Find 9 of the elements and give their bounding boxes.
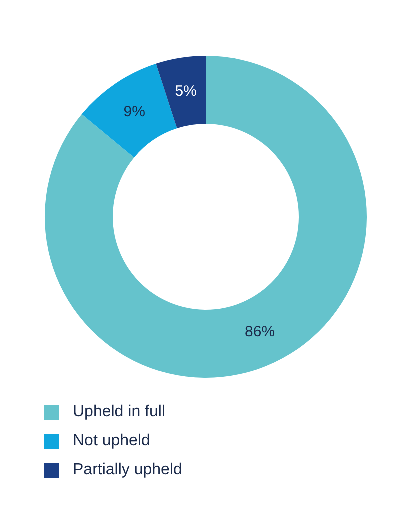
legend-label: Partially upheld: [73, 462, 182, 478]
data-label: 9%: [124, 103, 146, 120]
donut-slice: [156, 56, 206, 129]
data-label: 5%: [175, 83, 197, 100]
donut-slice: [45, 56, 367, 378]
legend-label: Upheld in full: [73, 404, 166, 420]
donut-slice: [82, 64, 178, 158]
legend-label: Not upheld: [73, 432, 150, 450]
data-label: 86%: [245, 323, 276, 340]
